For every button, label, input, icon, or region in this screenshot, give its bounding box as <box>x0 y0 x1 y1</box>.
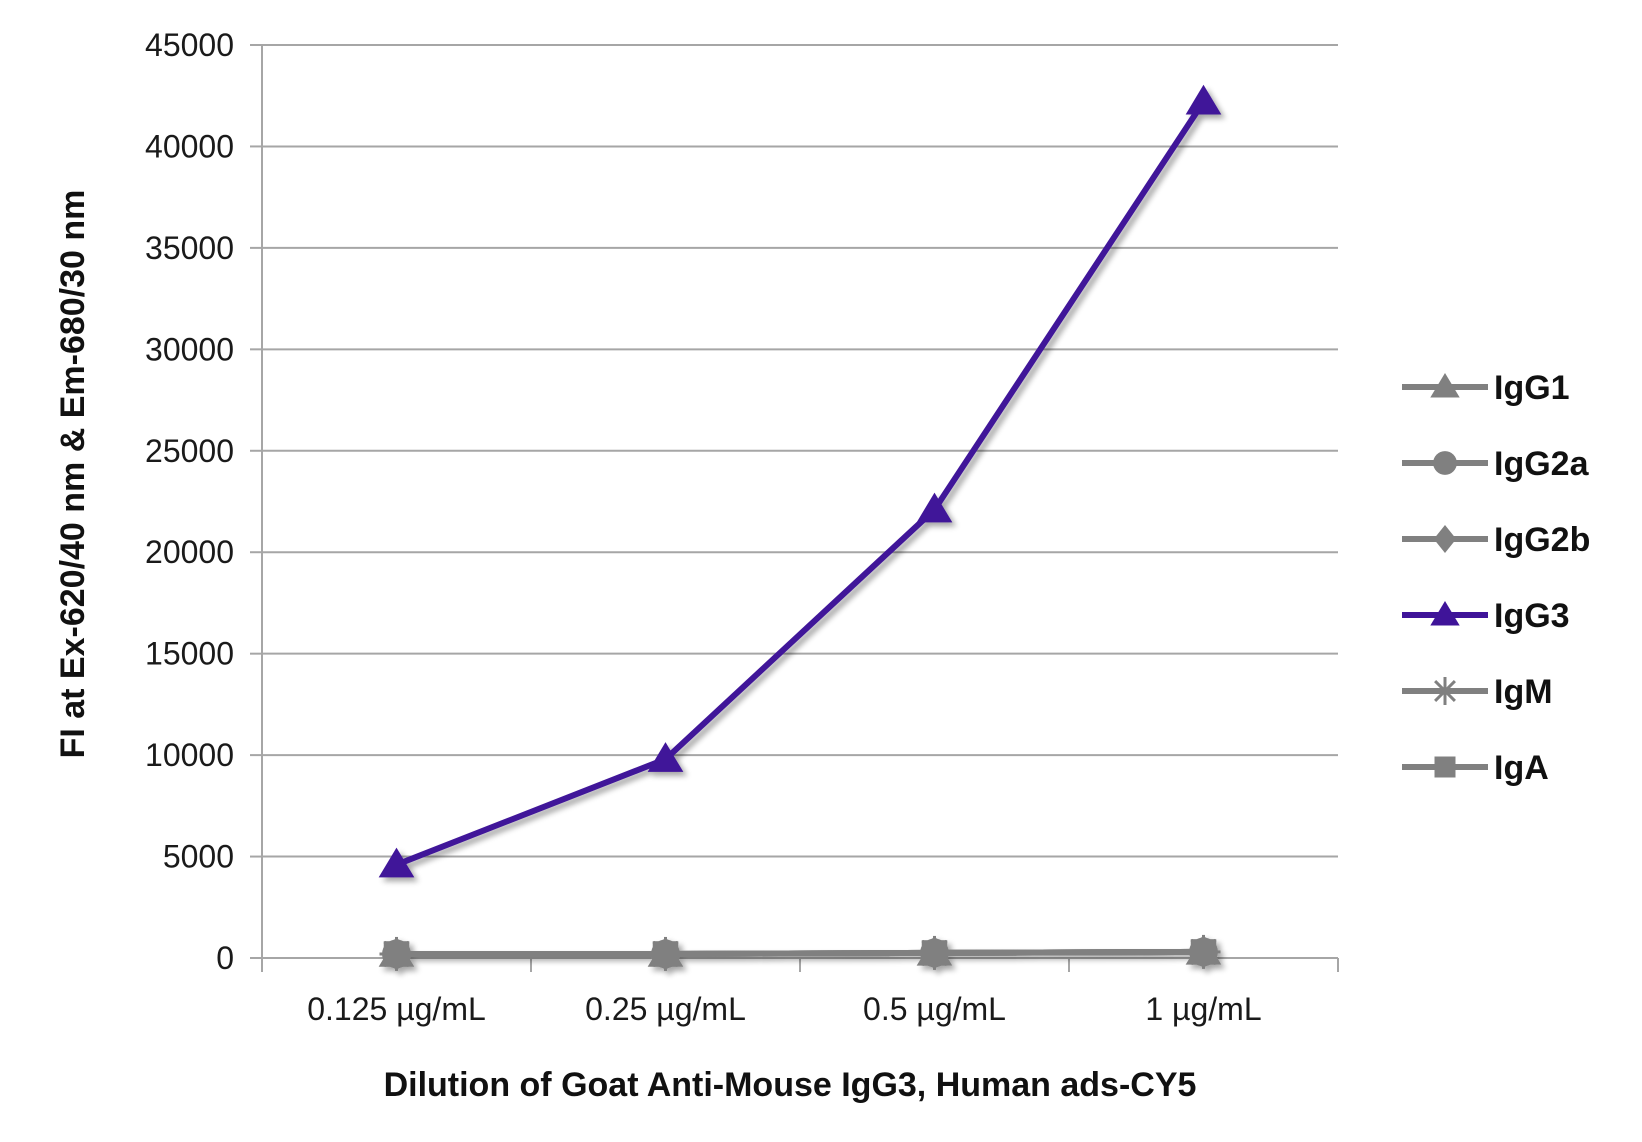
y-tick-label: 5000 <box>163 839 234 875</box>
y-tick-labels: 0 5000 10000 15000 20000 25000 30000 35000 40000… <box>145 27 234 976</box>
y-axis-title: FI at Ex-620/40 nm & Em-680/30 nm <box>54 190 92 759</box>
x-tick-label: 0.5 µg/mL <box>863 991 1006 1027</box>
data-point <box>922 940 948 966</box>
legend-item: IgG1 <box>1402 369 1570 407</box>
legend-item: IgA <box>1402 749 1549 787</box>
y-tick-label: 30000 <box>145 331 234 367</box>
data-point <box>917 493 953 523</box>
series-group <box>379 85 1222 971</box>
legend-item: IgG2b <box>1402 521 1590 559</box>
legend-item: IgG3 <box>1402 597 1570 635</box>
y-tick-label: 40000 <box>145 128 234 164</box>
data-point <box>1191 939 1217 965</box>
legend-label: IgA <box>1494 749 1549 787</box>
legend-marker <box>1433 451 1457 475</box>
data-point <box>384 941 410 967</box>
legend-label: IgG2b <box>1494 521 1590 559</box>
grid <box>250 45 1338 958</box>
legend-label: IgG2a <box>1494 445 1590 483</box>
legend-item: IgM <box>1402 673 1553 711</box>
y-tick-label: 35000 <box>145 230 234 266</box>
series-line <box>397 952 1204 954</box>
legend-marker <box>1431 677 1459 705</box>
legend-label: IgM <box>1494 673 1553 711</box>
legend-label: IgG1 <box>1494 369 1570 407</box>
data-point <box>653 941 679 967</box>
x-tick-label: 0.25 µg/mL <box>585 991 746 1027</box>
x-axis-title: Dilution of Goat Anti-Mouse IgG3, Human … <box>384 1066 1197 1104</box>
x-tick-label: 0.125 µg/mL <box>307 991 486 1027</box>
legend-item: IgG2a <box>1402 445 1590 483</box>
legend-marker <box>1435 757 1456 778</box>
series-IgG3 <box>379 85 1222 878</box>
y-tick-label: 20000 <box>145 534 234 570</box>
y-tick-label: 25000 <box>145 433 234 469</box>
legend-marker <box>1434 525 1456 553</box>
axes <box>262 45 1338 972</box>
y-tick-label: 45000 <box>145 27 234 63</box>
y-tick-label: 0 <box>216 940 234 976</box>
x-tick-labels: 0.125 µg/mL 0.25 µg/mL 0.5 µg/mL 1 µg/mL <box>307 991 1261 1027</box>
data-point <box>1186 85 1222 115</box>
legend-label: IgG3 <box>1494 597 1570 635</box>
y-tick-label: 15000 <box>145 636 234 672</box>
y-tick-label: 10000 <box>145 737 234 773</box>
x-tick-label: 1 µg/mL <box>1145 991 1261 1027</box>
series-line <box>397 102 1204 865</box>
legend: IgG1 IgG2a IgG2b IgG3 IgM IgA <box>1402 369 1590 787</box>
